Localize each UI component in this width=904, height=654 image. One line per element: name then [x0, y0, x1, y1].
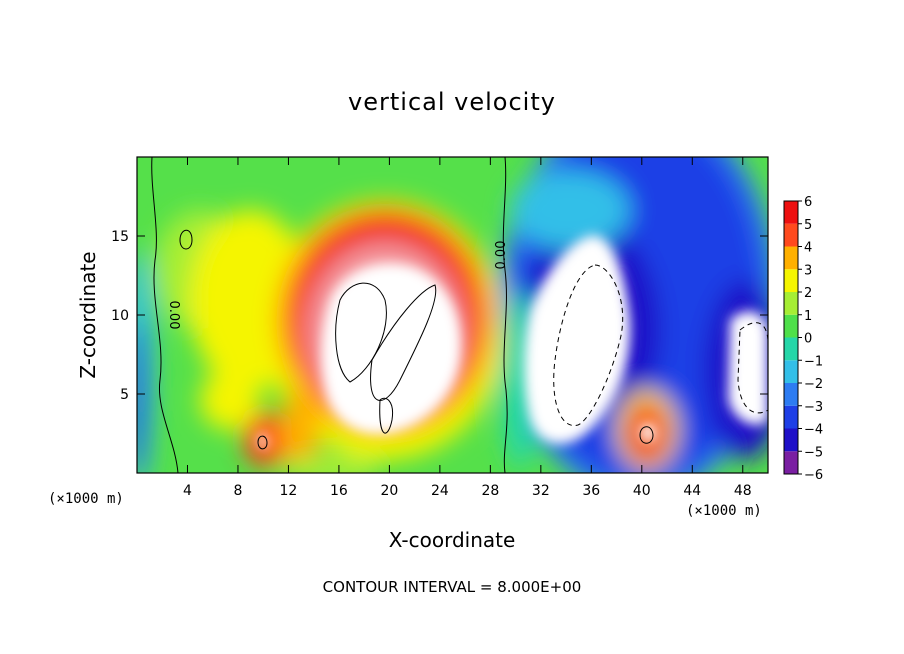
x-tick-label: 48 — [734, 483, 752, 499]
y-tick-label: 10 — [111, 308, 129, 324]
colorbar-tick-label: −1 — [804, 354, 823, 369]
x-unit-label-left: (×1000 m) — [48, 491, 124, 507]
colorbar-tick-label: 5 — [804, 218, 812, 233]
y-tick-label: 15 — [111, 229, 129, 245]
colorbar-segment — [784, 223, 798, 247]
x-axis-title: X-coordinate — [388, 528, 516, 552]
y-axis-title: Z-coordinate — [76, 251, 100, 379]
colorbar-segment — [784, 292, 798, 315]
colorbar-tick-label: 4 — [804, 241, 812, 256]
colorbar-segment — [784, 405, 798, 429]
x-tick-label: 12 — [280, 483, 298, 499]
x-tick-label: 16 — [330, 483, 348, 499]
x-axis: 4 8 12 16 20 24 28 32 36 40 44 48 — [183, 157, 752, 499]
contour-interval-note: CONTOUR INTERVAL = 8.000E+00 — [322, 578, 582, 596]
x-tick-label: 40 — [633, 483, 651, 499]
heatmap-field — [137, 157, 768, 473]
contour-label: 0.00 — [494, 241, 509, 270]
colorbar-segment — [784, 451, 798, 474]
colorbar-segment — [784, 314, 798, 338]
x-tick-label: 20 — [380, 483, 398, 499]
contour-label: 0.00 — [166, 301, 181, 330]
colorbar-tick-label: 2 — [804, 286, 812, 301]
colorbar-tick-label: −3 — [804, 400, 823, 415]
colorbar-tick-label: −5 — [804, 445, 823, 460]
colorbar-segment — [784, 246, 798, 270]
contour-labels: 0.00 0.00 — [166, 241, 509, 330]
colorbar: 6 5 4 3 2 1 0 −1 −2 −3 −4 −5 −6 — [783, 195, 823, 483]
colorbar-segment — [784, 360, 798, 383]
x-tick-label: 44 — [683, 483, 701, 499]
x-tick-label: 32 — [532, 483, 550, 499]
colorbar-tick-label: 0 — [804, 332, 812, 347]
colorbar-tick-label: 3 — [804, 263, 812, 278]
y-axis: 5 10 15 — [111, 229, 768, 403]
x-tick-label: 28 — [481, 483, 499, 499]
x-tick-label: 36 — [582, 483, 600, 499]
colorbar-tick-label: −6 — [804, 468, 823, 483]
x-tick-label: 8 — [233, 483, 242, 499]
colorbar-segment — [784, 201, 798, 224]
colorbar-tick-label: 6 — [804, 195, 812, 210]
colorbar-tick-label: −2 — [804, 377, 823, 392]
x-unit-label-right: (×1000 m) — [686, 503, 762, 519]
x-tick-label: 4 — [183, 483, 192, 499]
colorbar-segment — [784, 428, 798, 452]
colorbar-tick-label: −4 — [804, 423, 823, 438]
chart-title: vertical velocity — [348, 88, 556, 116]
colorbar-tick-label: 1 — [804, 309, 812, 324]
colorbar-segment — [784, 269, 798, 292]
colorbar-segment — [784, 383, 798, 406]
x-tick-label: 24 — [431, 483, 449, 499]
colorbar-segment — [784, 337, 798, 361]
y-tick-label: 5 — [120, 387, 129, 403]
